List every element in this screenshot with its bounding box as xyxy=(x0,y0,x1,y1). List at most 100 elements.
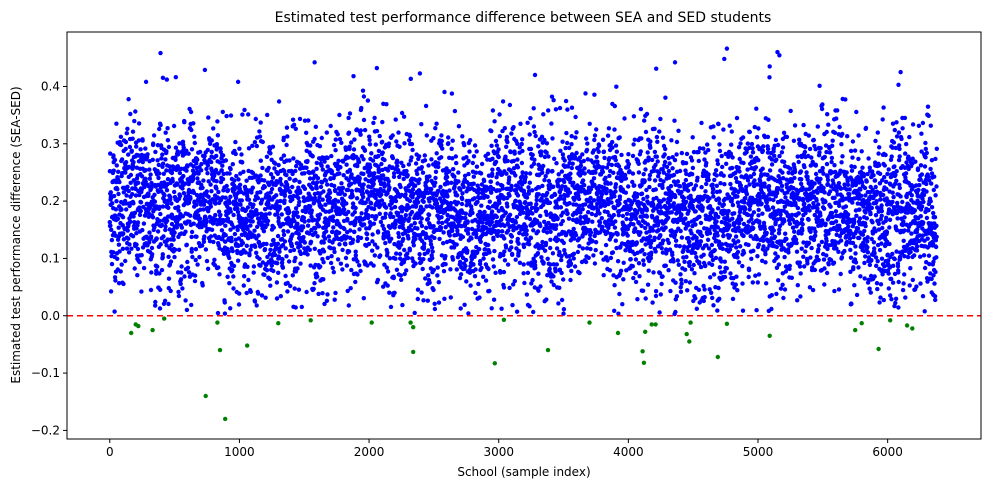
positive-point xyxy=(678,272,683,277)
positive-point xyxy=(687,263,692,268)
positive-point xyxy=(400,302,405,308)
positive-point xyxy=(713,211,719,217)
positive-point xyxy=(133,109,138,114)
positive-point xyxy=(564,130,569,136)
positive-point xyxy=(425,178,430,183)
positive-point xyxy=(176,293,182,299)
positive-point xyxy=(118,134,124,139)
positive-point xyxy=(683,206,688,211)
positive-point xyxy=(156,175,161,181)
positive-point xyxy=(333,290,338,296)
positive-point xyxy=(303,204,308,210)
positive-point xyxy=(576,193,581,198)
positive-point xyxy=(697,146,703,151)
positive-point xyxy=(424,133,429,138)
positive-point xyxy=(180,286,185,291)
positive-point xyxy=(693,209,698,214)
positive-point xyxy=(367,134,372,139)
positive-point xyxy=(485,194,490,199)
positive-point xyxy=(494,143,500,148)
positive-point xyxy=(447,188,452,193)
positive-point xyxy=(741,221,747,227)
positive-point xyxy=(515,193,521,198)
positive-point xyxy=(238,202,243,207)
positive-point xyxy=(745,141,750,146)
positive-point xyxy=(567,201,572,206)
positive-point xyxy=(112,275,118,280)
positive-point xyxy=(431,287,436,293)
positive-point xyxy=(749,141,755,147)
positive-point xyxy=(176,247,182,252)
positive-point xyxy=(165,177,171,182)
positive-point xyxy=(385,191,390,196)
positive-point xyxy=(364,236,370,241)
positive-point xyxy=(544,212,549,217)
positive-point xyxy=(577,155,583,160)
positive-point xyxy=(427,280,432,285)
positive-point xyxy=(255,196,261,201)
positive-point xyxy=(384,102,389,107)
positive-point xyxy=(333,148,338,153)
positive-point xyxy=(559,297,565,303)
positive-point xyxy=(121,231,126,236)
positive-point xyxy=(137,212,143,218)
positive-point xyxy=(507,212,513,217)
positive-point xyxy=(146,211,151,216)
positive-point xyxy=(613,143,619,148)
positive-point xyxy=(393,222,398,227)
positive-point xyxy=(444,174,450,180)
positive-point xyxy=(673,238,679,243)
positive-point xyxy=(648,244,653,250)
positive-point xyxy=(421,298,426,303)
positive-point xyxy=(284,254,289,259)
positive-point xyxy=(674,243,679,248)
positive-point xyxy=(503,245,509,250)
positive-point xyxy=(633,257,639,262)
positive-point xyxy=(108,289,114,294)
positive-point xyxy=(253,116,258,122)
positive-point xyxy=(532,157,537,162)
positive-point xyxy=(395,191,401,196)
positive-point xyxy=(542,219,547,224)
positive-point xyxy=(344,201,349,206)
positive-point xyxy=(612,206,618,211)
positive-point xyxy=(683,177,689,183)
positive-point xyxy=(675,258,680,263)
positive-point xyxy=(256,233,261,238)
positive-point xyxy=(417,177,422,182)
positive-point xyxy=(479,161,485,167)
positive-point xyxy=(422,153,427,158)
positive-point xyxy=(293,206,299,211)
positive-point xyxy=(716,197,722,202)
positive-point xyxy=(191,190,197,195)
positive-point xyxy=(613,157,618,163)
positive-point xyxy=(393,198,399,204)
positive-point xyxy=(301,235,306,240)
positive-point xyxy=(375,230,381,235)
positive-point xyxy=(538,152,544,157)
positive-point xyxy=(583,259,589,265)
positive-point xyxy=(399,160,404,165)
positive-point xyxy=(335,257,341,262)
positive-point xyxy=(735,249,741,255)
positive-point xyxy=(439,215,444,220)
positive-point xyxy=(733,176,739,181)
positive-point xyxy=(534,218,540,223)
positive-point xyxy=(154,268,159,273)
positive-point xyxy=(349,188,354,194)
positive-point xyxy=(704,160,709,166)
positive-point xyxy=(599,192,605,197)
positive-point xyxy=(493,138,499,144)
positive-point xyxy=(662,159,668,165)
positive-point xyxy=(613,189,618,194)
positive-point xyxy=(330,214,336,219)
positive-point xyxy=(356,159,362,165)
positive-point xyxy=(307,247,312,252)
positive-point xyxy=(594,154,599,160)
positive-point xyxy=(612,225,618,230)
positive-point xyxy=(666,268,671,273)
positive-point xyxy=(266,182,272,188)
positive-point xyxy=(505,139,510,145)
positive-point xyxy=(735,194,740,199)
positive-point xyxy=(323,178,329,183)
